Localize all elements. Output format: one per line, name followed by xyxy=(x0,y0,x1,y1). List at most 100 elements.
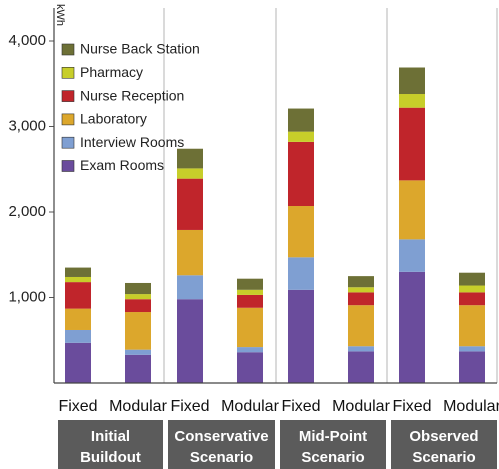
group-label-box xyxy=(58,420,163,469)
legend-swatch xyxy=(61,90,75,102)
bar-segment-nurse-back-station xyxy=(125,282,151,295)
x-category-label: Modular xyxy=(221,398,279,415)
legend-swatch xyxy=(61,160,75,172)
bar-segment-exam-rooms xyxy=(459,351,485,383)
bar-segment-interview-rooms xyxy=(399,239,425,272)
group-label-text: Observed xyxy=(409,428,478,445)
group-label-text: Conservative xyxy=(174,428,268,445)
group-label-observed: Observed Scenario xyxy=(391,420,497,469)
group-label-text: Mid-Point xyxy=(299,428,367,445)
legend-label: Nurse Reception xyxy=(80,87,184,103)
group-label-text: Scenario xyxy=(412,449,475,466)
group-label-text: Scenario xyxy=(190,449,253,466)
bars xyxy=(65,67,485,383)
category-labels: Fixed Modular Fixed Modular Fixed Modular Fixe… xyxy=(58,398,499,415)
bar-segment-pharmacy xyxy=(125,294,151,300)
bar-segment-laboratory xyxy=(65,308,91,330)
bar-segment-nurse-back-station xyxy=(237,278,263,290)
y-tick-label: 2,000 xyxy=(8,203,46,220)
bar-segment-laboratory xyxy=(348,305,374,347)
bar-segment-nurse-reception xyxy=(348,292,374,306)
bar-segment-nurse-back-station xyxy=(288,108,314,132)
bar-segment-nurse-reception xyxy=(65,282,91,309)
bar-segment-laboratory xyxy=(125,312,151,350)
bar-segment-laboratory xyxy=(177,229,203,276)
group-labels: InitialBuildoutConservativeScenarioMid-P… xyxy=(58,420,497,469)
group-label-box xyxy=(280,420,386,469)
bar-segment-exam-rooms xyxy=(399,271,425,383)
bar-segment-interview-rooms xyxy=(237,347,263,353)
x-category-label: Fixed xyxy=(170,398,209,415)
bar-segment-pharmacy xyxy=(288,131,314,142)
bar-segment-exam-rooms xyxy=(125,354,151,383)
legend-label: Interview Rooms xyxy=(80,134,184,150)
axes xyxy=(53,8,497,384)
legend-item-nurse-reception: Nurse Reception xyxy=(61,87,184,103)
x-category-label: Modular xyxy=(332,398,390,415)
bar-segment-interview-rooms xyxy=(288,257,314,290)
bar-segment-pharmacy xyxy=(65,276,91,283)
x-category-label: Modular xyxy=(443,398,499,415)
bar-segment-interview-rooms xyxy=(125,349,151,355)
legend-item-nurse-back-station: Nurse Back Station xyxy=(61,41,200,57)
group-label-text: Scenario xyxy=(301,449,364,466)
bar-segment-laboratory xyxy=(288,206,314,258)
bar-segment-exam-rooms xyxy=(65,342,91,383)
bar-segment-nurse-reception xyxy=(459,292,485,306)
bar-segment-nurse-back-station xyxy=(399,67,425,95)
bar-segment-pharmacy xyxy=(459,285,485,293)
bar-segment-exam-rooms xyxy=(237,352,263,383)
legend-item-interview-rooms: Interview Rooms xyxy=(61,134,184,150)
x-category-label: Fixed xyxy=(281,398,320,415)
bar-segment-nurse-reception xyxy=(288,141,314,207)
legend-label: Exam Rooms xyxy=(80,157,164,173)
group-label-mid-point: Mid-Point Scenario xyxy=(280,420,386,469)
y-axis-ticks: 1,000 2,000 3,000 4,000 xyxy=(8,32,54,305)
bar-segment-exam-rooms xyxy=(177,299,203,383)
x-category-label: Modular xyxy=(109,398,167,415)
legend-item-laboratory: Laboratory xyxy=(61,111,147,127)
legend-label: Laboratory xyxy=(80,111,147,127)
group-dividers xyxy=(163,8,498,383)
legend-swatch xyxy=(61,113,75,126)
legend-swatch xyxy=(61,67,75,79)
bar-segment-pharmacy xyxy=(237,289,263,295)
group-label-box xyxy=(168,420,275,469)
y-axis-label: kWh xyxy=(54,4,66,26)
group-label-box xyxy=(391,420,497,469)
bar-segment-nurse-reception xyxy=(125,299,151,313)
legend-swatch xyxy=(61,43,75,56)
bar-segment-nurse-reception xyxy=(177,178,203,230)
bar-segment-laboratory xyxy=(237,307,263,348)
x-category-label: Fixed xyxy=(392,398,431,415)
bar-segment-nurse-reception xyxy=(237,294,263,308)
group-label-initial: Initial Buildout xyxy=(58,420,163,469)
group-label-text: Buildout xyxy=(80,449,141,466)
bar-segment-exam-rooms xyxy=(288,289,314,383)
legend-item-exam-rooms: Exam Rooms xyxy=(61,157,164,173)
group-label-conservative: Conservative Scenario xyxy=(168,420,275,469)
bar-segment-pharmacy xyxy=(348,287,374,293)
svg-text:kWh: kWh xyxy=(54,4,66,26)
y-tick-label: 3,000 xyxy=(8,117,46,134)
x-category-label: Fixed xyxy=(58,398,97,415)
bar-segment-interview-rooms xyxy=(459,346,485,352)
bar-segment-pharmacy xyxy=(177,168,203,179)
y-tick-label: 4,000 xyxy=(8,32,46,49)
bar-segment-nurse-back-station xyxy=(177,148,203,169)
bar-segment-nurse-back-station xyxy=(65,267,91,277)
legend-swatch xyxy=(61,136,75,149)
group-label-text: Initial xyxy=(91,428,130,445)
bar-segment-laboratory xyxy=(459,305,485,347)
bar-segment-nurse-back-station xyxy=(459,272,485,286)
bar-segment-exam-rooms xyxy=(348,351,374,383)
y-tick-label: 1,000 xyxy=(8,288,46,305)
legend-item-pharmacy: Pharmacy xyxy=(61,64,143,80)
bar-segment-interview-rooms xyxy=(65,329,91,343)
legend-label: Pharmacy xyxy=(80,64,143,80)
legend: Nurse Back Station Pharmacy Nurse Receptio… xyxy=(61,41,200,173)
bar-segment-nurse-reception xyxy=(399,107,425,181)
legend-label: Nurse Back Station xyxy=(80,41,200,57)
bar-segment-interview-rooms xyxy=(177,275,203,300)
